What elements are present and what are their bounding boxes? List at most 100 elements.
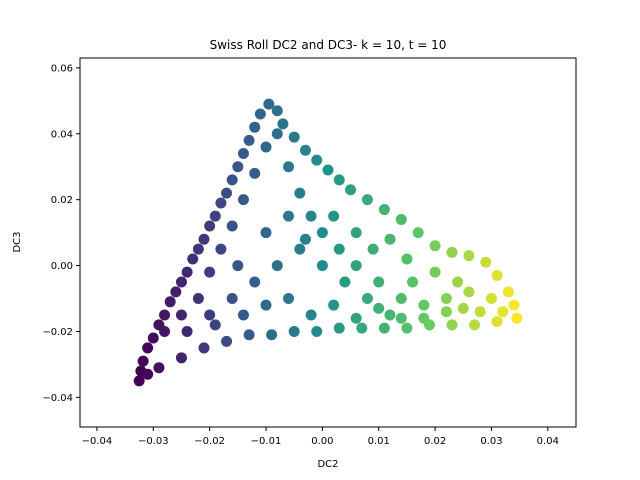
data-point bbox=[373, 276, 385, 288]
data-point bbox=[221, 187, 233, 199]
data-point bbox=[232, 260, 244, 272]
data-point bbox=[198, 233, 210, 245]
data-point bbox=[333, 243, 345, 255]
data-point bbox=[423, 319, 435, 331]
data-point bbox=[502, 286, 514, 298]
data-point bbox=[215, 243, 227, 255]
data-point bbox=[311, 154, 323, 166]
points-layer bbox=[133, 98, 523, 387]
data-point bbox=[209, 210, 221, 222]
data-point bbox=[361, 194, 373, 206]
data-point bbox=[187, 253, 199, 265]
data-point bbox=[237, 148, 249, 160]
data-point bbox=[474, 306, 486, 318]
data-point bbox=[361, 293, 373, 305]
y-tick-label: 0.06 bbox=[51, 63, 73, 74]
data-point bbox=[440, 306, 452, 318]
data-point bbox=[204, 266, 216, 278]
data-point bbox=[485, 293, 497, 305]
data-point bbox=[328, 299, 340, 311]
data-point bbox=[288, 325, 300, 337]
x-tick-label: 0.04 bbox=[537, 436, 559, 447]
x-tick-label: 0.01 bbox=[368, 436, 390, 447]
data-point bbox=[254, 108, 266, 120]
data-point bbox=[170, 286, 182, 298]
data-point bbox=[463, 286, 475, 298]
data-point bbox=[249, 121, 261, 133]
data-point bbox=[480, 256, 492, 268]
data-point bbox=[446, 246, 458, 258]
plot-frame bbox=[79, 57, 577, 428]
y-tick-label: −0.04 bbox=[42, 393, 73, 404]
data-point bbox=[249, 276, 261, 288]
data-point bbox=[159, 309, 171, 321]
data-point bbox=[237, 309, 249, 321]
data-point bbox=[328, 210, 340, 222]
y-tick-label: 0.00 bbox=[51, 261, 73, 272]
data-point bbox=[446, 319, 458, 331]
data-point bbox=[316, 227, 328, 239]
data-point bbox=[384, 233, 396, 245]
data-point bbox=[491, 316, 503, 328]
data-point bbox=[271, 105, 283, 117]
data-point bbox=[294, 187, 306, 199]
data-point bbox=[350, 227, 362, 239]
x-tick-label: 0.03 bbox=[480, 436, 502, 447]
data-point bbox=[412, 227, 424, 239]
data-point bbox=[378, 204, 390, 216]
y-tick-label: −0.02 bbox=[42, 327, 73, 338]
data-point bbox=[367, 243, 379, 255]
data-point bbox=[192, 243, 204, 255]
data-point bbox=[133, 375, 145, 387]
data-point bbox=[378, 322, 390, 334]
data-point bbox=[401, 253, 413, 265]
data-point bbox=[215, 197, 227, 209]
data-point bbox=[249, 167, 261, 179]
data-point bbox=[221, 335, 233, 347]
data-point bbox=[373, 302, 385, 314]
chart-title: Swiss Roll DC2 and DC3- k = 10, t = 10 bbox=[210, 38, 447, 52]
data-point bbox=[277, 118, 289, 130]
x-tick-label: 0.00 bbox=[311, 436, 333, 447]
data-point bbox=[463, 250, 475, 262]
data-point bbox=[491, 269, 503, 281]
data-point bbox=[356, 322, 368, 334]
data-point bbox=[142, 342, 154, 354]
data-point bbox=[260, 227, 272, 239]
x-tick-label: −0.03 bbox=[138, 436, 169, 447]
data-point bbox=[137, 355, 149, 367]
x-tick-label: 0.02 bbox=[424, 436, 446, 447]
data-point bbox=[429, 266, 441, 278]
data-point bbox=[226, 174, 238, 186]
data-point bbox=[294, 243, 306, 255]
data-point bbox=[469, 319, 481, 331]
data-point bbox=[322, 164, 334, 176]
x-axis: −0.04 −0.03 −0.02 −0.01 0.00 0.01 0.02 0.03 0.04 bbox=[82, 427, 559, 447]
x-tick-label: −0.02 bbox=[194, 436, 225, 447]
data-point bbox=[142, 368, 154, 380]
data-point bbox=[175, 352, 187, 364]
data-point bbox=[457, 302, 469, 314]
data-point bbox=[395, 312, 407, 324]
data-point bbox=[395, 293, 407, 305]
data-point bbox=[283, 161, 295, 173]
data-point bbox=[395, 213, 407, 225]
data-point bbox=[339, 276, 351, 288]
data-point bbox=[181, 325, 193, 337]
data-point bbox=[175, 309, 187, 321]
data-point bbox=[260, 141, 272, 153]
data-point bbox=[243, 329, 255, 341]
y-axis-label: DC3 bbox=[12, 231, 23, 252]
data-point bbox=[266, 329, 278, 341]
data-point bbox=[407, 276, 419, 288]
data-point bbox=[232, 161, 244, 173]
data-point bbox=[333, 322, 345, 334]
data-point bbox=[147, 332, 159, 344]
data-point bbox=[209, 319, 221, 331]
data-point bbox=[198, 342, 210, 354]
data-point bbox=[350, 312, 362, 324]
x-tick-label: −0.01 bbox=[251, 436, 282, 447]
data-point bbox=[263, 98, 275, 110]
data-point bbox=[497, 306, 509, 318]
data-point bbox=[181, 266, 193, 278]
